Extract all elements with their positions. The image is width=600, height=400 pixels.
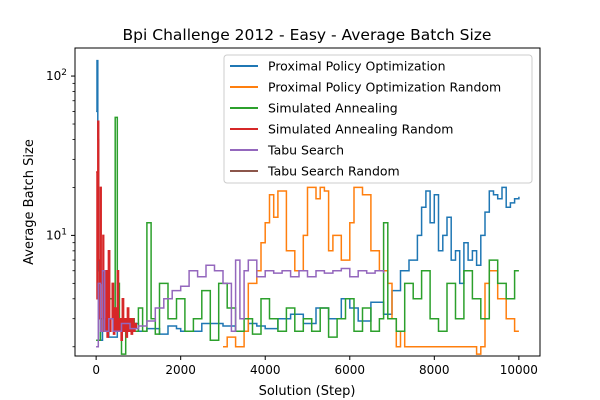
x-tick-label: 0: [92, 363, 100, 377]
legend-label-3: Simulated Annealing: [268, 101, 398, 116]
x-tick-label: 6000: [334, 363, 365, 377]
series-line-4: [96, 120, 138, 341]
plot-frame: [74, 47, 541, 357]
series-line-2: [223, 186, 519, 355]
x-tick-label: 8000: [419, 363, 450, 377]
x-axis-label: Solution (Step): [259, 384, 356, 399]
x-tick-label: 4000: [250, 363, 281, 377]
y-tick-label: 101: [46, 227, 67, 242]
chart-title: Bpi Challenge 2012 - Easy - Average Batc…: [123, 26, 492, 44]
x-tick-label: 10000: [500, 363, 538, 377]
plot-area: [74, 47, 541, 357]
legend: Proximal Policy Optimization Proximal Pol…: [223, 54, 533, 184]
legend-label-6: Tabu Search Random: [267, 164, 400, 179]
legend-label-5: Tabu Search: [267, 143, 344, 158]
legend-box: [223, 54, 533, 184]
x-axis-ticks: 0 2000 4000 6000 8000 10000: [92, 356, 538, 377]
x-tick-label: 2000: [165, 363, 196, 377]
legend-label-1: Proximal Policy Optimization: [268, 59, 446, 74]
series-lines: [96, 59, 520, 355]
series-line-5: [96, 259, 385, 348]
y-tick-label: 102: [46, 68, 67, 83]
legend-label-2: Proximal Policy Optimization Random: [268, 80, 501, 95]
y-axis-ticks: 101 102: [46, 68, 75, 348]
legend-label-4: Simulated Annealing Random: [268, 122, 453, 137]
y-axis-label: Average Batch Size: [22, 139, 37, 265]
